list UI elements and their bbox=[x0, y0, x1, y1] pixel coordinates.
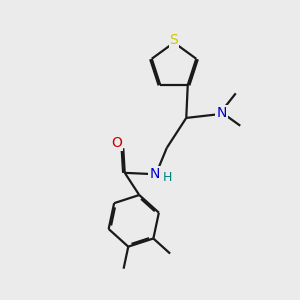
Text: O: O bbox=[111, 136, 122, 150]
Text: H: H bbox=[163, 170, 172, 184]
Text: S: S bbox=[169, 33, 178, 47]
Text: N: N bbox=[216, 106, 226, 120]
Text: N: N bbox=[150, 167, 160, 181]
